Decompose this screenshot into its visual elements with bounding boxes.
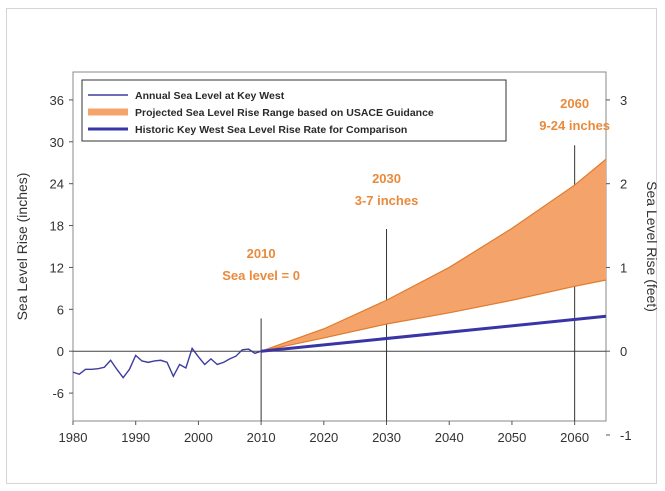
projected-range-band	[261, 159, 606, 352]
projected-range-upper	[260, 158, 607, 352]
x-tick-label-2050: 2050	[497, 430, 526, 445]
x-tick-label-1990: 1990	[121, 430, 150, 445]
annotation-value-2060: 9-24 inches	[539, 118, 610, 133]
x-tick-label-2040: 2040	[435, 430, 464, 445]
y-right-tick-label-2: 2	[620, 177, 627, 192]
x-tick-label-2000: 2000	[184, 430, 213, 445]
y-right-tick-label--1: -1	[620, 428, 632, 443]
annotation-year-2010: 2010	[247, 246, 276, 261]
y-right-tick-label-0: 0	[620, 344, 627, 359]
legend: Annual Sea Level at Key West Projected Se…	[81, 79, 507, 142]
legend-label-2: Historic Key West Sea Level Rise Rate fo…	[135, 124, 407, 136]
y-left-tick-label-30: 30	[50, 135, 64, 150]
y-left-tick-label-0: 0	[57, 344, 64, 359]
y-left-tick-label-12: 12	[50, 260, 64, 275]
projected-range-lower	[260, 279, 607, 352]
y-left-tick-label-6: 6	[57, 302, 64, 317]
legend-label-1: Projected Sea Level Rise Range based on …	[135, 107, 434, 119]
y-left-tick-label-24: 24	[50, 177, 64, 192]
historic-rate-line	[260, 314, 607, 353]
legend-box	[81, 79, 507, 142]
x-tick-label-2010: 2010	[247, 430, 276, 445]
data-layer	[72, 158, 607, 379]
annotation-year-2060: 2060	[560, 96, 589, 111]
x-tick-label-2060: 2060	[560, 430, 589, 445]
x-tick-label-2020: 2020	[309, 430, 338, 445]
y-left-tick-label-18: 18	[50, 219, 64, 234]
annotation-value-2030: 3-7 inches	[355, 193, 419, 208]
y-left-tick-label--6: -6	[52, 386, 64, 401]
x-tick-label-1980: 1980	[59, 430, 88, 445]
axes: 1980 1990 2000 2010 2020 2030 2040 2050 2060-606…	[14, 93, 660, 445]
y-left-tick-label-36: 36	[50, 93, 64, 108]
annotation-year-2030: 2030	[372, 171, 401, 186]
y-axis-right-title: Sea Level Rise (feet)	[644, 181, 660, 312]
legend-label-0: Annual Sea Level at Key West	[135, 90, 285, 102]
y-right-tick-label-1: 1	[620, 260, 627, 275]
annual-sea-level-line	[72, 346, 262, 379]
annotations: 2010 Sea level = 0 2030 3-7 inches 2060 9-24 …	[222, 96, 610, 283]
x-tick-label-2030: 2030	[372, 430, 401, 445]
annotation-value-2010: Sea level = 0	[222, 268, 300, 283]
y-axis-left-title: Sea Level Rise (inches)	[14, 173, 30, 321]
y-right-tick-label-3: 3	[620, 93, 627, 108]
